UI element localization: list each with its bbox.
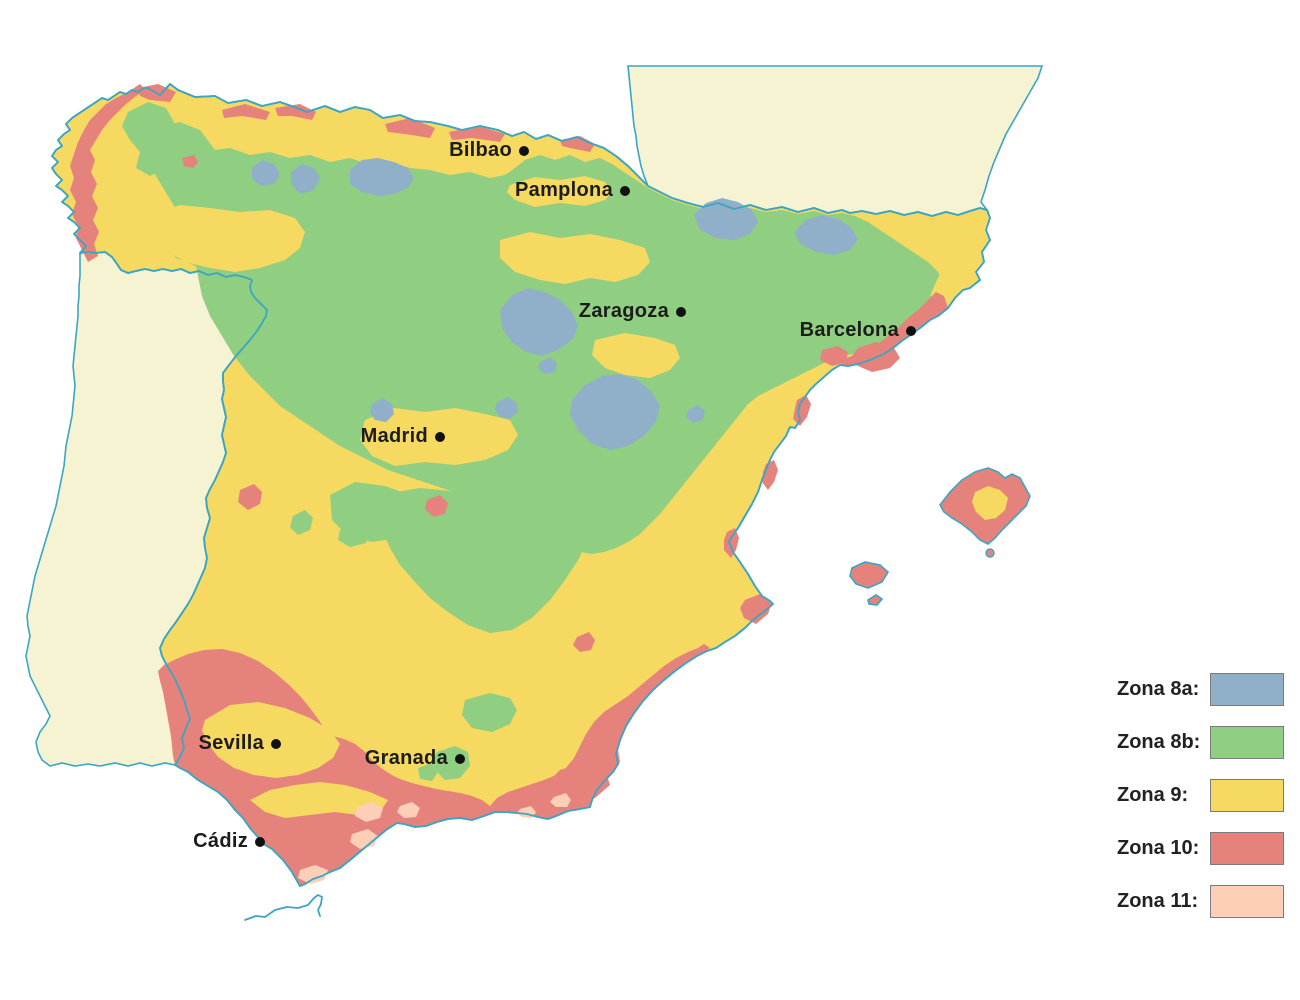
city-dot [271,739,281,749]
city-dot [255,837,265,847]
legend-swatch-z11 [1210,884,1284,918]
city-dot [676,307,686,317]
legend-label: Zona 9: [1117,783,1189,806]
city-label: Granada [364,746,448,769]
france-region [627,65,1044,217]
legend-item-z9: Zona 9: [1117,778,1284,812]
city-dot [435,432,445,442]
legend-label: Zona 8b: [1117,730,1201,753]
legend-label: Zona 11: [1117,889,1199,912]
legend-swatch-z8b [1210,725,1284,759]
legend-label: Zona 10: [1117,836,1200,859]
city-dot [620,186,630,196]
city-label: Pamplona [515,178,613,201]
zone-11-patches [298,793,571,884]
city-dot [455,754,465,764]
city-label: Sevilla [198,731,264,754]
city-label: Barcelona [799,318,899,341]
zone-8a-patches [252,158,858,450]
legend-swatch-z8a [1210,672,1284,706]
spain-coastline [51,83,991,887]
legend-item-z8a: Zona 8a: [1117,672,1284,706]
city-dot [519,146,529,156]
legend-swatch-z10 [1210,831,1284,865]
city-dot [906,326,916,336]
legend-swatch-z9 [1210,778,1284,812]
city-label: Zaragoza [578,299,669,322]
balearic-islands [849,467,1031,606]
city-label: Cádiz [193,829,248,852]
legend-item-z8b: Zona 8b: [1117,725,1284,759]
legend: Zona 8a: Zona 8b: Zona 9: Zona 10: Zona 11: [1117,672,1284,937]
legend-label: Zona 8a: [1117,677,1200,700]
city-label: Madrid [360,424,428,447]
legend-item-z11: Zona 11: [1117,884,1284,918]
city-label: Bilbao [449,138,512,161]
legend-item-z10: Zona 10: [1117,831,1284,865]
morocco-coastline [244,894,323,921]
